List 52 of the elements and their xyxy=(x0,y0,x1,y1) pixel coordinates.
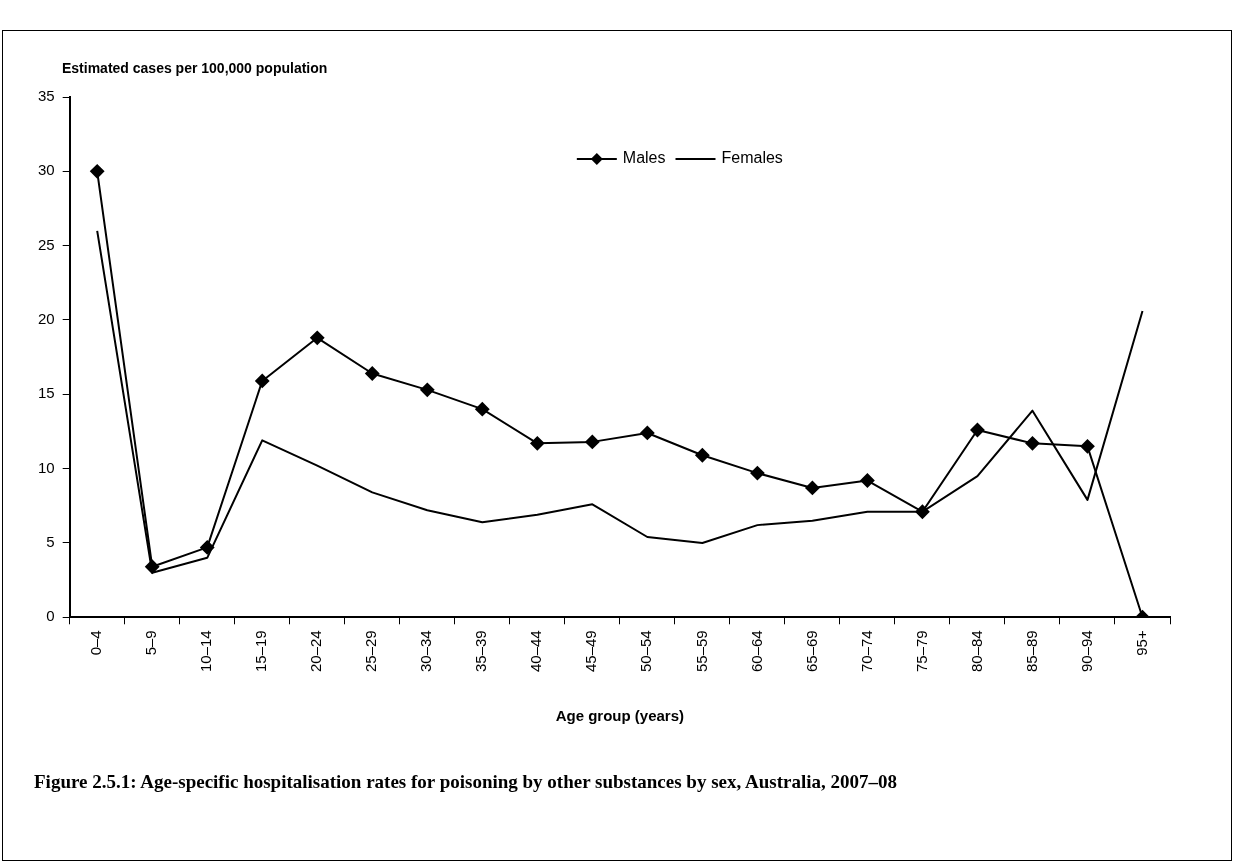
point xyxy=(805,480,820,495)
point xyxy=(1025,436,1040,451)
x-tick-label: 45–49 xyxy=(582,630,600,673)
y-tick-label: 35 xyxy=(38,87,55,105)
x-tick-label: 95+ xyxy=(1132,630,1150,656)
y-tick-label: 30 xyxy=(38,161,55,179)
x-tick-label: 60–64 xyxy=(747,630,765,673)
x-tick-label: 0–4 xyxy=(87,630,105,656)
y-tick-label: 10 xyxy=(38,458,55,476)
point xyxy=(915,504,930,519)
y-axis-title: Estimated cases per 100,000 population xyxy=(62,60,328,76)
point xyxy=(90,164,105,179)
y-tick-label: 0 xyxy=(46,607,55,625)
point xyxy=(970,422,985,437)
x-tick-label: 25–29 xyxy=(362,630,380,673)
legend-label: Females xyxy=(721,149,783,167)
x-axis-title: Age group (years) xyxy=(555,707,685,725)
x-tick-label: 90–94 xyxy=(1077,630,1095,673)
x-tick-label: 30–34 xyxy=(417,630,435,673)
point xyxy=(585,434,600,449)
point xyxy=(695,448,710,463)
point xyxy=(310,330,325,345)
y-tick-label: 5 xyxy=(46,533,55,551)
x-tick-label: 65–69 xyxy=(802,630,820,673)
x-tick-label: 75–79 xyxy=(912,630,930,673)
y-tick-label: 25 xyxy=(38,235,55,253)
point xyxy=(640,425,655,440)
point xyxy=(475,402,490,417)
x-tick-label: 10–14 xyxy=(197,630,215,673)
point xyxy=(530,436,545,451)
y-tick-label: 20 xyxy=(38,310,55,328)
point xyxy=(365,366,380,381)
y-tick-label: 15 xyxy=(38,384,55,402)
point xyxy=(420,382,435,397)
x-tick-label: 85–89 xyxy=(1022,630,1040,673)
x-tick-label: 15–19 xyxy=(252,630,270,673)
x-tick-label: 80–84 xyxy=(967,630,985,673)
x-tick-label: 40–44 xyxy=(527,630,545,673)
point xyxy=(750,466,765,481)
x-tick-label: 5–9 xyxy=(142,630,160,656)
x-tick-label: 50–54 xyxy=(637,630,655,673)
x-tick-label: 70–74 xyxy=(857,630,875,673)
text: Figure 2.5.1: Age-specific hospitalisation rates for poisoning by other substances by sex, Australia, 2007–08 xyxy=(34,770,898,794)
point xyxy=(255,373,270,388)
x-tick-label: 20–24 xyxy=(307,630,325,673)
point xyxy=(200,540,215,555)
point xyxy=(1080,439,1095,454)
legend-label: Males xyxy=(622,149,666,167)
x-tick-label: 55–59 xyxy=(692,630,710,673)
x-tick-label: 35–39 xyxy=(472,630,490,673)
point xyxy=(860,473,875,488)
point xyxy=(145,559,160,574)
